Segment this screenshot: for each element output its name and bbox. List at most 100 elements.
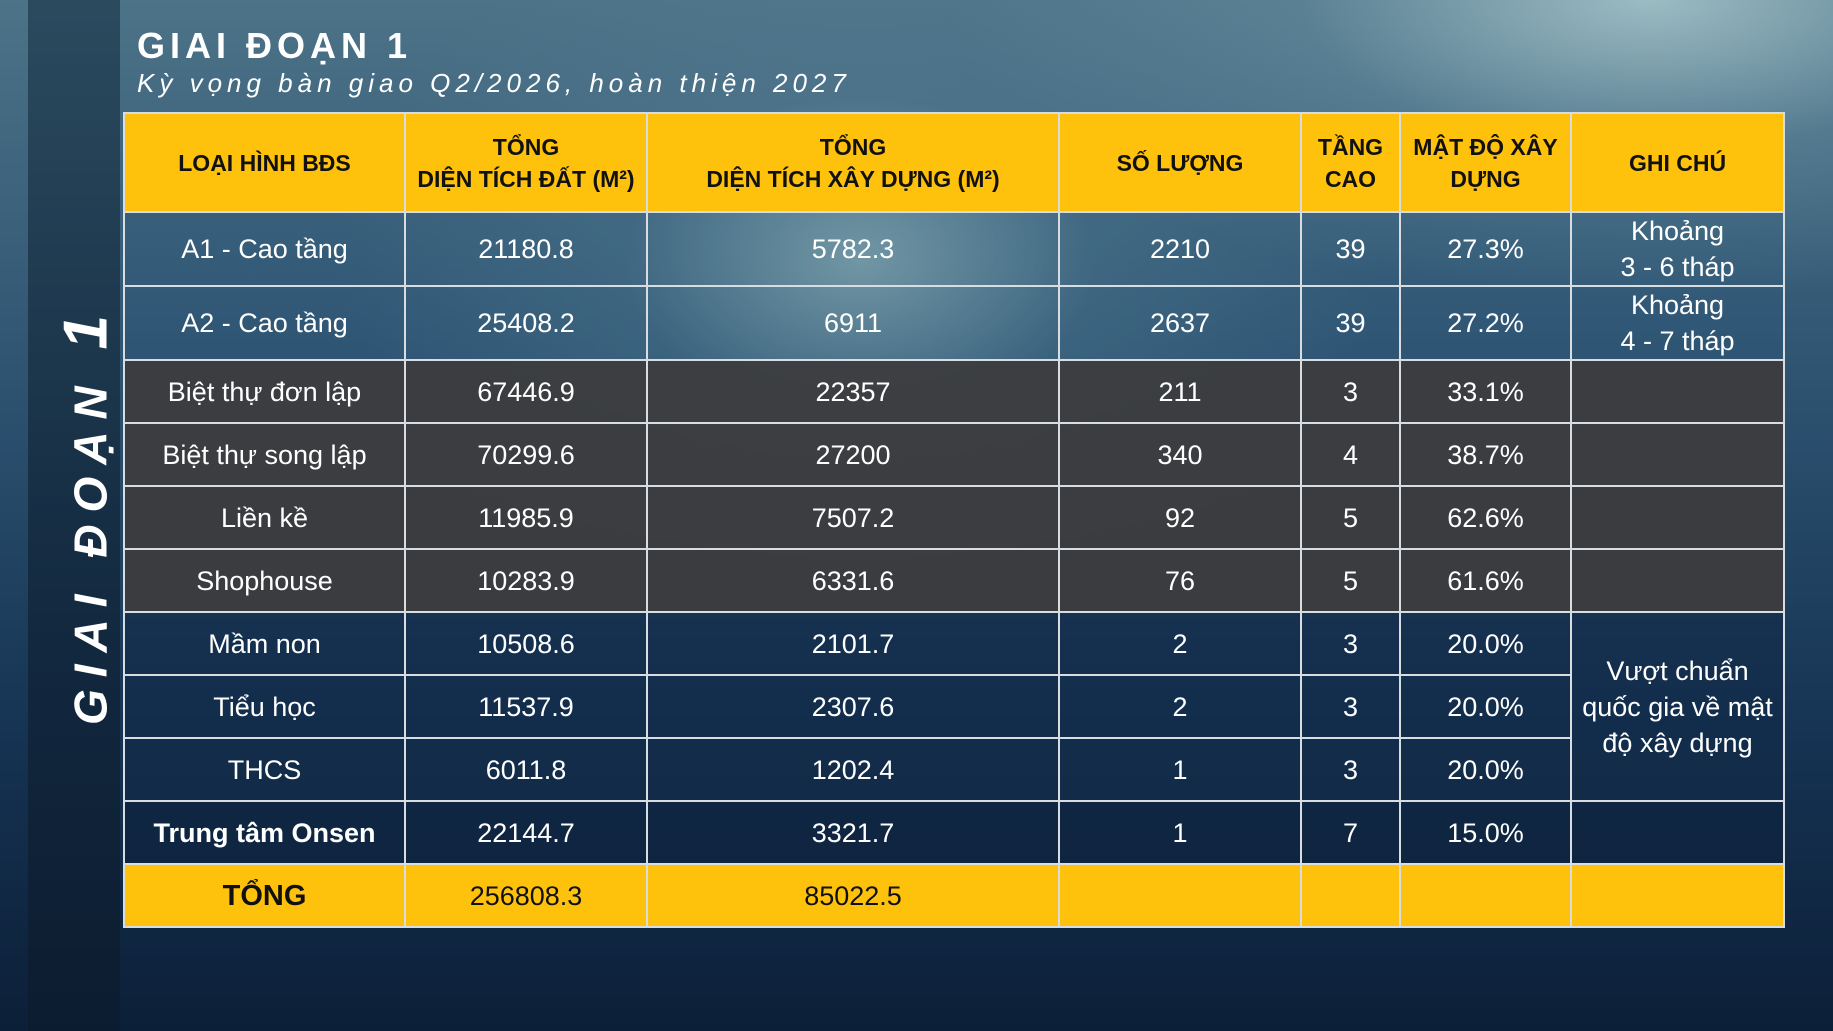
- cell-density: 61.6%: [1399, 548, 1572, 613]
- cell-land-area: 67446.9: [404, 359, 648, 424]
- cell-quantity: 92: [1058, 485, 1302, 550]
- cell-build-area: 2101.7: [646, 611, 1060, 676]
- side-title-number: 1: [51, 314, 121, 350]
- header-label: SỐ LƯỢNG: [1116, 149, 1244, 176]
- cell-type: A2 - Cao tầng: [123, 285, 406, 361]
- cell-floors: 3: [1300, 359, 1401, 424]
- cell-land-area: 70299.6: [404, 422, 648, 487]
- total-density: [1399, 863, 1572, 928]
- cell-type: Trung tâm Onsen: [123, 800, 406, 865]
- cell-build-area: 22357: [646, 359, 1060, 424]
- table-row: Trung tâm Onsen 22144.7 3321.7 1 7 15.0%: [123, 800, 1785, 865]
- cell-quantity: 2: [1058, 611, 1302, 676]
- cell-floors: 39: [1300, 211, 1401, 287]
- cell-build-area: 1202.4: [646, 737, 1060, 802]
- cell-quantity: 1: [1058, 800, 1302, 865]
- cell-quantity: 2: [1058, 674, 1302, 739]
- cell-build-area: 27200: [646, 422, 1060, 487]
- cell-density: 27.2%: [1399, 285, 1572, 361]
- cell-quantity: 76: [1058, 548, 1302, 613]
- table-row: Biệt thự song lập 70299.6 27200 340 4 38…: [123, 422, 1785, 487]
- cell-quantity: 1: [1058, 737, 1302, 802]
- total-build-area: 85022.5: [646, 863, 1060, 928]
- header-floors: TẦNG CAO: [1300, 112, 1401, 213]
- cell-density: 20.0%: [1399, 611, 1572, 676]
- header-label: TẦNG CAO: [1317, 133, 1384, 192]
- cell-density: 38.7%: [1399, 422, 1572, 487]
- cell-land-area: 10508.6: [404, 611, 648, 676]
- cell-note: Khoảng 3 - 6 tháp: [1570, 211, 1785, 287]
- cell-type: Mầm non: [123, 611, 406, 676]
- cell-density: 33.1%: [1399, 359, 1572, 424]
- total-land-area: 256808.3: [404, 863, 648, 928]
- cell-land-area: 21180.8: [404, 211, 648, 287]
- cell-type: Tiểu học: [123, 674, 406, 739]
- cell-density: 20.0%: [1399, 737, 1572, 802]
- total-floors: [1300, 863, 1401, 928]
- page-subtitle: Kỳ vọng bàn giao Q2/2026, hoàn thiện 202…: [137, 68, 851, 98]
- header-label: LOẠI HÌNH BĐS: [178, 149, 351, 176]
- total-note: [1570, 863, 1785, 928]
- cell-type: Biệt thự đơn lập: [123, 359, 406, 424]
- cell-build-area: 2307.6: [646, 674, 1060, 739]
- cell-density: 62.6%: [1399, 485, 1572, 550]
- cell-note: [1570, 359, 1785, 424]
- table-row: A2 - Cao tầng 25408.2 6911 2637 39 27.2%…: [123, 285, 1785, 361]
- cell-density: 20.0%: [1399, 674, 1572, 739]
- heading: GIAI ĐOẠN 1 Kỳ vọng bàn giao Q2/2026, ho…: [137, 24, 851, 98]
- table-row: Tiểu học 11537.9 2307.6 2 3 20.0%: [123, 674, 1784, 739]
- cell-land-area: 6011.8: [404, 737, 648, 802]
- page-title: GIAI ĐOẠN 1: [137, 25, 413, 66]
- table-row: Liền kề 11985.9 7507.2 92 5 62.6%: [123, 485, 1785, 550]
- side-title: GIAI ĐOẠN 1: [51, 315, 122, 725]
- table-header-row: LOẠI HÌNH BĐS TỔNG DIỆN TÍCH ĐẤT (M²) TỔ…: [123, 112, 1785, 213]
- cell-type: Liền kề: [123, 485, 406, 550]
- cell-quantity: 211: [1058, 359, 1302, 424]
- cell-quantity: 2637: [1058, 285, 1302, 361]
- header-note: GHI CHÚ: [1570, 112, 1785, 213]
- phase-table: LOẠI HÌNH BĐS TỔNG DIỆN TÍCH ĐẤT (M²) TỔ…: [123, 112, 1785, 928]
- cell-build-area: 6331.6: [646, 548, 1060, 613]
- cell-type: THCS: [123, 737, 406, 802]
- cell-floors: 3: [1300, 737, 1401, 802]
- table-row: Mầm non 10508.6 2101.7 2 3 20.0% Vượt ch…: [123, 611, 1785, 802]
- cell-note: Khoảng 4 - 7 tháp: [1570, 285, 1785, 361]
- cell-floors: 3: [1300, 674, 1401, 739]
- cell-land-area: 10283.9: [404, 548, 648, 613]
- cell-type: Biệt thự song lập: [123, 422, 406, 487]
- cell-land-area: 22144.7: [404, 800, 648, 865]
- header-density: MẬT ĐỘ XÂY DỰNG: [1399, 112, 1572, 213]
- cell-type: Shophouse: [123, 548, 406, 613]
- cell-floors: 5: [1300, 548, 1401, 613]
- cell-floors: 39: [1300, 285, 1401, 361]
- cell-note: [1570, 485, 1785, 550]
- cell-land-area: 11985.9: [404, 485, 648, 550]
- header-quantity: SỐ LƯỢNG: [1058, 112, 1302, 213]
- header-land-area: TỔNG DIỆN TÍCH ĐẤT (M²): [404, 112, 648, 213]
- cell-quantity: 2210: [1058, 211, 1302, 287]
- cell-note: [1570, 548, 1785, 613]
- cell-school-note: Vượt chuẩn quốc gia về mật độ xây dựng: [1570, 611, 1785, 802]
- cell-land-area: 25408.2: [404, 285, 648, 361]
- cell-build-area: 5782.3: [646, 211, 1060, 287]
- header-build-area: TỔNG DIỆN TÍCH XÂY DỰNG (M²): [646, 112, 1060, 213]
- cell-land-area: 11537.9: [404, 674, 648, 739]
- cell-floors: 7: [1300, 800, 1401, 865]
- header-label: TỔNG DIỆN TÍCH XÂY DỰNG (M²): [706, 133, 1000, 192]
- cell-floors: 4: [1300, 422, 1401, 487]
- cell-build-area: 7507.2: [646, 485, 1060, 550]
- header-label: GHI CHÚ: [1628, 149, 1727, 176]
- header-property-type: LOẠI HÌNH BĐS: [123, 112, 406, 213]
- side-title-text: GIAI ĐOẠN: [64, 374, 117, 726]
- cell-note: [1570, 800, 1785, 865]
- cell-build-area: 6911: [646, 285, 1060, 361]
- table-row: A1 - Cao tầng 21180.8 5782.3 2210 39 27.…: [123, 211, 1785, 287]
- total-row: TỔNG 256808.3 85022.5: [123, 863, 1785, 928]
- cell-floors: 3: [1300, 611, 1401, 676]
- cell-density: 27.3%: [1399, 211, 1572, 287]
- table-row: THCS 6011.8 1202.4 1 3 20.0%: [123, 737, 1784, 802]
- cell-floors: 5: [1300, 485, 1401, 550]
- table-row: Shophouse 10283.9 6331.6 76 5 61.6%: [123, 548, 1785, 613]
- header-label: TỔNG DIỆN TÍCH ĐẤT (M²): [417, 133, 635, 192]
- cell-density: 15.0%: [1399, 800, 1572, 865]
